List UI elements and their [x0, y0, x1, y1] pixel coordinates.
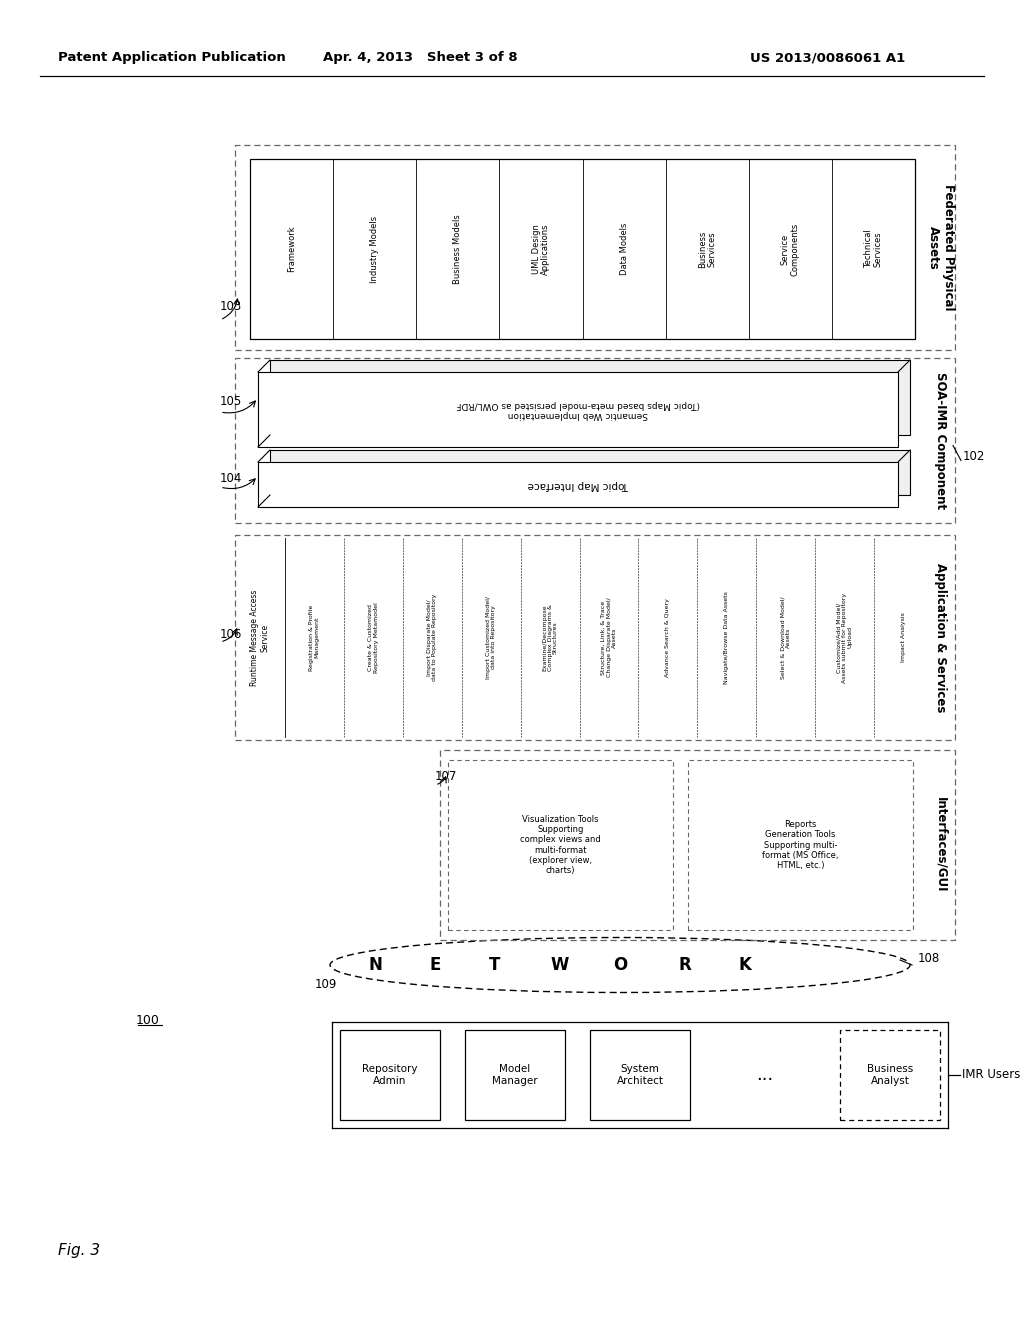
Text: Data Models: Data Models	[620, 223, 629, 275]
Text: IMR Users: IMR Users	[962, 1068, 1020, 1081]
Text: Reports
Generation Tools
Supporting multi-
format (MS Office,
HTML, etc.): Reports Generation Tools Supporting mult…	[762, 820, 839, 870]
Text: Interfaces/GUI: Interfaces/GUI	[935, 797, 947, 892]
Bar	[440, 750, 955, 940]
Text: Runtime Message Access
Service: Runtime Message Access Service	[250, 589, 269, 685]
Bar	[270, 450, 910, 495]
Bar	[688, 760, 913, 931]
Text: 108: 108	[918, 952, 940, 965]
Text: Registration & Profile
Management: Registration & Profile Management	[309, 605, 319, 671]
Text: 103: 103	[220, 300, 243, 313]
Text: Technical
Services: Technical Services	[864, 230, 883, 268]
Text: T: T	[489, 956, 501, 974]
Text: Business
Analyst: Business Analyst	[867, 1064, 913, 1086]
Bar	[340, 1030, 440, 1119]
Text: Create & Customized
Repository Metamodel: Create & Customized Repository Metamodel	[369, 602, 379, 673]
Text: N: N	[368, 956, 382, 974]
Text: E: E	[429, 956, 440, 974]
Text: K: K	[738, 956, 752, 974]
Text: R: R	[679, 956, 691, 974]
Text: Structure, Link, & Trace
Change Disparate Model/
Assets: Structure, Link, & Trace Change Disparat…	[601, 598, 616, 677]
Bar	[449, 760, 673, 931]
Text: Patent Application Publication: Patent Application Publication	[58, 51, 286, 65]
Text: Fig. 3: Fig. 3	[58, 1242, 100, 1258]
Text: 105: 105	[220, 395, 243, 408]
Bar	[250, 158, 915, 339]
Bar	[234, 535, 955, 741]
Text: Apr. 4, 2013   Sheet 3 of 8: Apr. 4, 2013 Sheet 3 of 8	[323, 51, 517, 65]
Bar	[590, 1030, 690, 1119]
Bar	[258, 462, 898, 507]
Text: Industry Models: Industry Models	[371, 215, 379, 282]
Text: Application & Services: Application & Services	[935, 562, 947, 713]
Text: 104: 104	[220, 473, 243, 484]
Text: Customize/Add Model/
Assets submit for Repository
Upload: Customize/Add Model/ Assets submit for R…	[837, 593, 853, 682]
Text: Repository
Admin: Repository Admin	[362, 1064, 418, 1086]
Text: Visualization Tools
Supporting
complex views and
multi-format
(explorer view,
ch: Visualization Tools Supporting complex v…	[520, 814, 601, 875]
Bar	[234, 358, 955, 523]
Text: Framework: Framework	[287, 226, 296, 272]
Text: Business Models: Business Models	[454, 214, 462, 284]
Text: Topic Map Interface: Topic Map Interface	[527, 479, 629, 490]
Bar	[465, 1030, 565, 1119]
Bar	[840, 1030, 940, 1119]
Text: Federated Physical
Assets: Federated Physical Assets	[927, 185, 955, 310]
Text: ...: ...	[757, 1067, 773, 1084]
Text: Advance Search & Query: Advance Search & Query	[666, 598, 671, 677]
Text: Impact Analysis: Impact Analysis	[901, 612, 906, 663]
Text: Import Disparate Model/
data to Populate Repository: Import Disparate Model/ data to Populate…	[427, 594, 437, 681]
Text: Business
Services: Business Services	[697, 230, 717, 268]
Text: Navigate/Browse Data Assets: Navigate/Browse Data Assets	[724, 591, 729, 684]
Bar	[270, 360, 910, 436]
Text: Import Customized Model/
data into Repository: Import Customized Model/ data into Repos…	[486, 597, 497, 678]
Text: System
Architect: System Architect	[616, 1064, 664, 1086]
Text: 109: 109	[315, 978, 337, 991]
Text: UML Design
Applications: UML Design Applications	[531, 223, 550, 275]
Text: Examine/Decompose
Complex Diagrams &
Structures: Examine/Decompose Complex Diagrams & Str…	[542, 605, 558, 671]
Bar	[234, 145, 955, 350]
Text: Service
Components: Service Components	[781, 222, 800, 276]
Bar	[258, 372, 898, 447]
Text: 107: 107	[435, 770, 458, 783]
Text: 100: 100	[136, 1014, 160, 1027]
Text: 102: 102	[963, 450, 985, 463]
Text: W: W	[551, 956, 569, 974]
Text: SOA-IMR Component: SOA-IMR Component	[935, 372, 947, 510]
Text: 106: 106	[220, 628, 243, 642]
Text: O: O	[613, 956, 627, 974]
Text: Select & Download Model/
Assets: Select & Download Model/ Assets	[780, 597, 791, 678]
Text: Model
Manager: Model Manager	[493, 1064, 538, 1086]
Text: Semantic Web Implementation
(Topic Maps based meta-model persisted as OWL/RDF: Semantic Web Implementation (Topic Maps …	[456, 400, 699, 420]
Text: US 2013/0086061 A1: US 2013/0086061 A1	[750, 51, 905, 65]
